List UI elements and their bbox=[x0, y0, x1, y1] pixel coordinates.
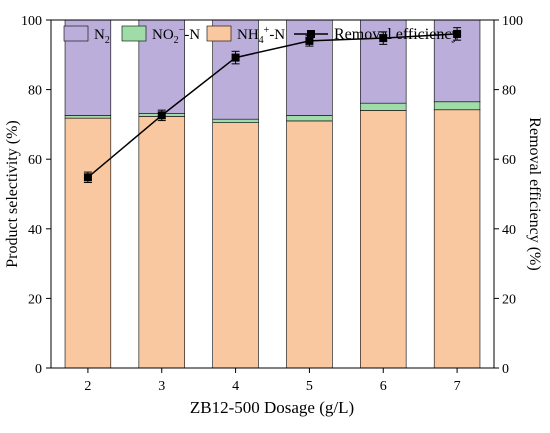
y2-axis-title: Removal efficiency (%) bbox=[526, 117, 543, 270]
legend-line-marker bbox=[307, 30, 315, 38]
y-tick-label: 60 bbox=[28, 153, 42, 168]
y2-tick-label: 100 bbox=[502, 14, 523, 29]
bar-nh4-6 bbox=[360, 110, 407, 369]
x-tick-label: 5 bbox=[306, 379, 313, 394]
legend-swatch-1 bbox=[121, 25, 147, 42]
axes-layer: 0 20 40 60 80 100 0 20 40 60 80 100 2 3 4 5 6 7 bbox=[21, 14, 523, 394]
bar-nh4-7 bbox=[433, 109, 481, 369]
removal-point-3 bbox=[157, 111, 166, 120]
x-tick-label: 2 bbox=[84, 379, 91, 394]
bar-nh4-4 bbox=[212, 122, 259, 369]
bar-no2-7 bbox=[433, 101, 481, 111]
removal-point-7 bbox=[453, 29, 462, 38]
x-tick-label: 7 bbox=[454, 379, 461, 394]
y2-tick-label: 60 bbox=[502, 153, 516, 168]
bar-no2-5 bbox=[286, 115, 333, 122]
legend-label-1: NO2−-N bbox=[152, 25, 200, 46]
bars-layer bbox=[64, 19, 481, 369]
bar-n2-4 bbox=[212, 19, 259, 120]
y2-tick-label: 80 bbox=[502, 84, 516, 99]
y-tick-label: 20 bbox=[28, 292, 42, 307]
y2-tick-label: 0 bbox=[502, 362, 509, 377]
bar-nh4-2 bbox=[64, 117, 112, 369]
y-tick-label: 80 bbox=[28, 84, 42, 99]
bar-no2-4 bbox=[212, 118, 259, 123]
legend: N2 NO2−-N NH4+-N Removal efficiency bbox=[63, 25, 459, 46]
y2-tick-label: 20 bbox=[502, 292, 516, 307]
y-tick-label: 0 bbox=[35, 362, 42, 377]
removal-point-2 bbox=[83, 173, 92, 182]
x-tick-label: 3 bbox=[158, 379, 165, 394]
removal-efficiency-line bbox=[87, 33, 458, 178]
x-tick-label: 4 bbox=[232, 379, 239, 394]
removal-point-6 bbox=[379, 34, 388, 43]
bar-no2-2 bbox=[64, 115, 112, 119]
plot-frame bbox=[50, 19, 495, 369]
x-tick-label: 6 bbox=[380, 379, 387, 394]
legend-swatch-2 bbox=[206, 25, 232, 42]
legend-label-2: NH4+-N bbox=[237, 25, 285, 46]
y-tick-label: 40 bbox=[28, 223, 42, 238]
y-axis-title: Product selectivity (%) bbox=[4, 120, 21, 268]
x-axis-title: ZB12-500 Dosage (g/L) bbox=[190, 398, 354, 417]
bar-nh4-3 bbox=[138, 116, 185, 369]
legend-line-label: Removal efficiency bbox=[334, 26, 459, 43]
removal-point-4 bbox=[231, 53, 240, 62]
y2-tick-label: 40 bbox=[502, 223, 516, 238]
removal-point-5 bbox=[305, 36, 314, 45]
bar-nh4-5 bbox=[286, 120, 333, 369]
legend-label-0: N2 bbox=[94, 27, 110, 46]
legend-swatch-0 bbox=[63, 25, 89, 42]
y-tick-label: 100 bbox=[21, 14, 42, 29]
bar-no2-6 bbox=[360, 102, 407, 111]
